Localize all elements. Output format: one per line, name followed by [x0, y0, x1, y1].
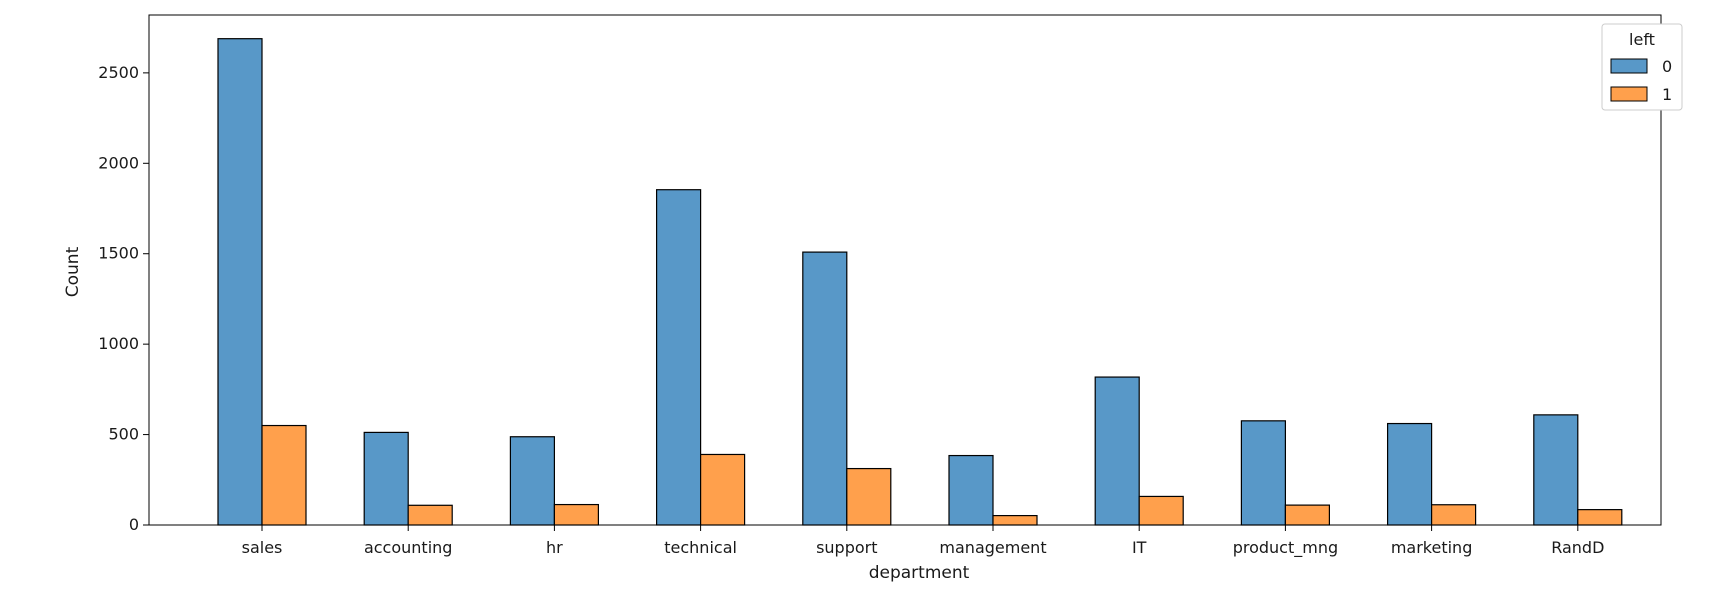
x-tick-label: sales	[242, 538, 283, 557]
bar-IT-left-0	[1094, 376, 1140, 526]
bar-accounting-left-1	[407, 504, 453, 526]
bar-IT-left-1	[1138, 495, 1184, 526]
plot-area	[148, 14, 1662, 526]
legend-label-0: 0	[1662, 57, 1672, 76]
x-tick-label: support	[816, 538, 877, 557]
y-tick-label: 1500	[98, 244, 139, 263]
y-tick-label: 0	[129, 515, 139, 534]
x-tick-label: hr	[546, 538, 563, 557]
plot-frame	[148, 14, 1662, 526]
bar-hr-left-0	[509, 436, 555, 526]
bar-hr-left-1	[553, 503, 600, 526]
bar-marketing-left-1	[1430, 504, 1477, 526]
bars	[217, 38, 1623, 526]
x-tick-label: accounting	[364, 538, 452, 557]
bar-support-left-0	[802, 251, 848, 526]
bar-product_mng-left-1	[1284, 504, 1331, 526]
x-tick-label: product_mng	[1233, 538, 1338, 558]
x-tick-label: technical	[664, 538, 737, 557]
legend-swatch-1	[1610, 86, 1648, 102]
y-tick-label: 2500	[98, 63, 139, 82]
bar-technical-left-0	[655, 189, 702, 526]
legend: left 0 1	[1601, 23, 1683, 111]
y-tick-label: 500	[108, 425, 139, 444]
x-tick-label: RandD	[1551, 538, 1604, 557]
y-tick-label: 1000	[98, 334, 139, 353]
y-tick-label: 2000	[98, 153, 139, 172]
bar-product_mng-left-0	[1240, 420, 1287, 526]
legend-title: left	[1629, 30, 1655, 49]
x-tick-label: management	[939, 538, 1046, 557]
bar-support-left-1	[846, 467, 892, 526]
x-tick-label: IT	[1132, 538, 1147, 557]
bar-management-left-1	[992, 514, 1038, 526]
bar-accounting-left-0	[363, 431, 409, 526]
bar-RandD-left-1	[1577, 509, 1623, 526]
bar-technical-left-1	[699, 453, 746, 526]
bar-management-left-0	[948, 454, 994, 526]
legend-swatch-0	[1610, 58, 1648, 74]
x-axis: sales accounting hr technical support managem…	[242, 525, 1604, 558]
bar-marketing-left-0	[1386, 422, 1433, 526]
legend-label-1: 1	[1662, 85, 1672, 104]
y-axis: 0 500 1000 1500 2000 2500	[98, 63, 149, 534]
bar-sales-left-0	[217, 38, 263, 526]
x-axis-label: department	[869, 563, 970, 583]
y-axis-label: Count	[63, 246, 83, 297]
bar-sales-left-1	[261, 424, 307, 526]
x-tick-label: marketing	[1391, 538, 1473, 557]
bar-RandD-left-0	[1533, 414, 1579, 526]
